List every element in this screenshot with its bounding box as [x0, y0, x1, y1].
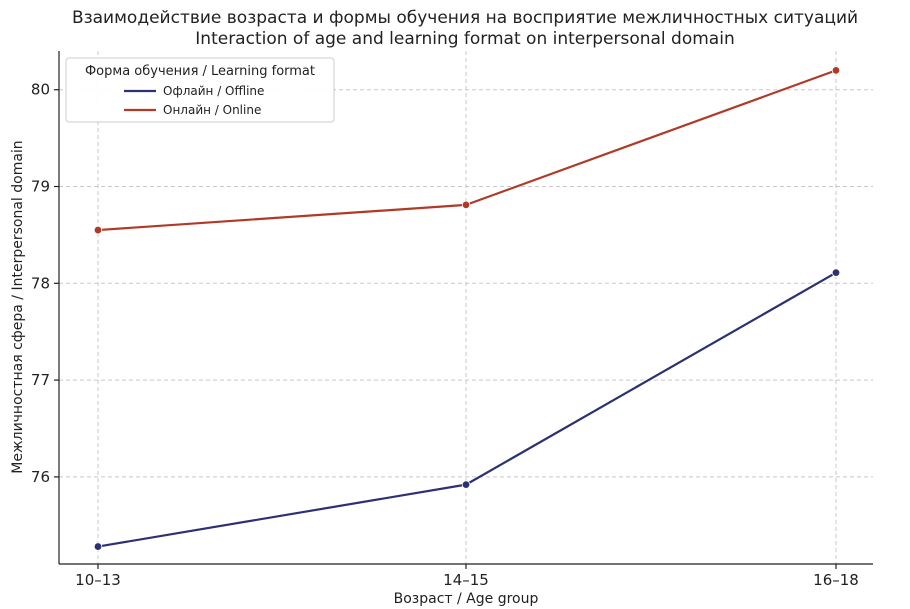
data-point — [831, 66, 841, 75]
x-tick-label: 10–13 — [75, 571, 121, 589]
data-point — [93, 225, 103, 235]
y-axis-label: Межличностная сфера / Interpersonal doma… — [10, 140, 26, 473]
legend-label: Офлайн / Offline — [163, 84, 264, 98]
series — [93, 66, 841, 551]
x-tick-label: 14–15 — [443, 571, 489, 589]
data-point — [461, 200, 471, 210]
data-point — [831, 268, 841, 277]
chart-title: Взаимодействие возраста и формы обучения… — [72, 8, 858, 28]
data-point — [461, 480, 471, 489]
ticks: 76 77 78 79 80 10–13 14–15 16–18 — [31, 81, 859, 589]
y-tick-label: 76 — [31, 468, 50, 486]
y-tick-label: 78 — [31, 274, 50, 292]
x-axis-label: Возраст / Age group — [394, 591, 539, 607]
y-tick-label: 79 — [31, 178, 50, 196]
legend-label: Онлайн / Online — [163, 103, 261, 117]
legend: Форма обучения / Learning format Офлайн … — [65, 57, 335, 123]
chart-subtitle: Interaction of age and learning format o… — [195, 29, 734, 49]
data-point — [93, 542, 103, 551]
legend-items: Офлайн / Offline Онлайн / Online — [124, 84, 264, 117]
legend-title: Форма обучения / Learning format — [85, 64, 315, 79]
y-tick-label: 80 — [31, 81, 50, 99]
grid — [59, 51, 873, 564]
x-tick-label: 16–18 — [813, 571, 859, 589]
legend-box — [65, 57, 335, 123]
y-tick-label: 77 — [31, 371, 50, 389]
series-line — [97, 271, 837, 548]
